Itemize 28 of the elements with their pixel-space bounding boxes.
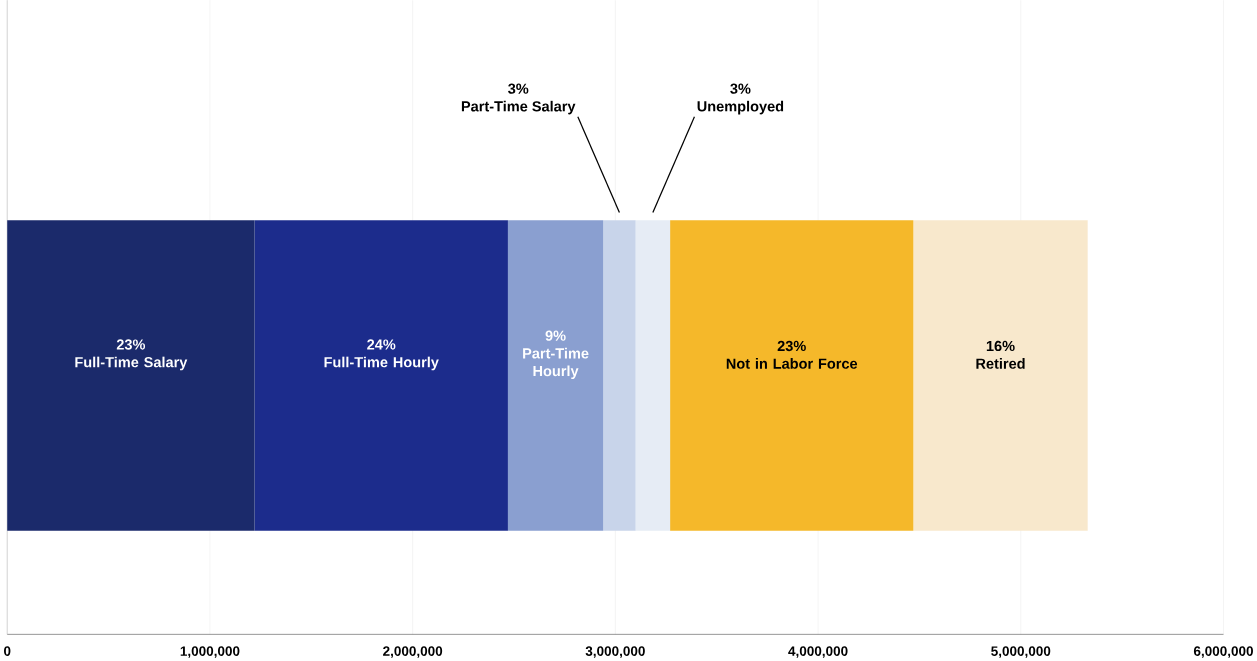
annotation: 3%: [508, 83, 529, 94]
bar: [7, 220, 255, 531]
x-tick-label: 6,000,000: [1193, 646, 1253, 658]
annotation: 23%: [777, 340, 806, 351]
bar: [635, 220, 671, 531]
bar: [507, 220, 604, 531]
annotation: 23%: [116, 339, 146, 350]
bar: [603, 220, 636, 531]
bar: [670, 220, 914, 531]
bar: [913, 220, 1088, 531]
series-label: Full-Time Hourly: [324, 356, 439, 371]
x-tick-label: 4,000,000: [788, 646, 848, 658]
annotation: 24%: [367, 339, 396, 350]
bar: [254, 220, 508, 531]
x-tick-label: 3,000,000: [585, 646, 645, 658]
annotation: 16%: [986, 340, 1015, 351]
series-label: Not in Labor Force: [726, 357, 858, 369]
text: Unemployed: [697, 100, 784, 115]
x-tick-label: 0: [4, 646, 11, 656]
x-tick-label: 2,000,000: [383, 646, 443, 658]
series-label: Part-Time Hourly: [523, 347, 589, 379]
x-tick-label: 1,000,000: [180, 646, 240, 658]
text: Part-Time Salary: [461, 100, 576, 115]
annotation: 3%: [730, 83, 751, 94]
series-label: Retired: [976, 357, 1025, 369]
annotation: 9%: [545, 330, 566, 341]
series-label: Full-Time Salary: [75, 356, 188, 371]
x-tick-label: 5,000,000: [991, 646, 1051, 658]
